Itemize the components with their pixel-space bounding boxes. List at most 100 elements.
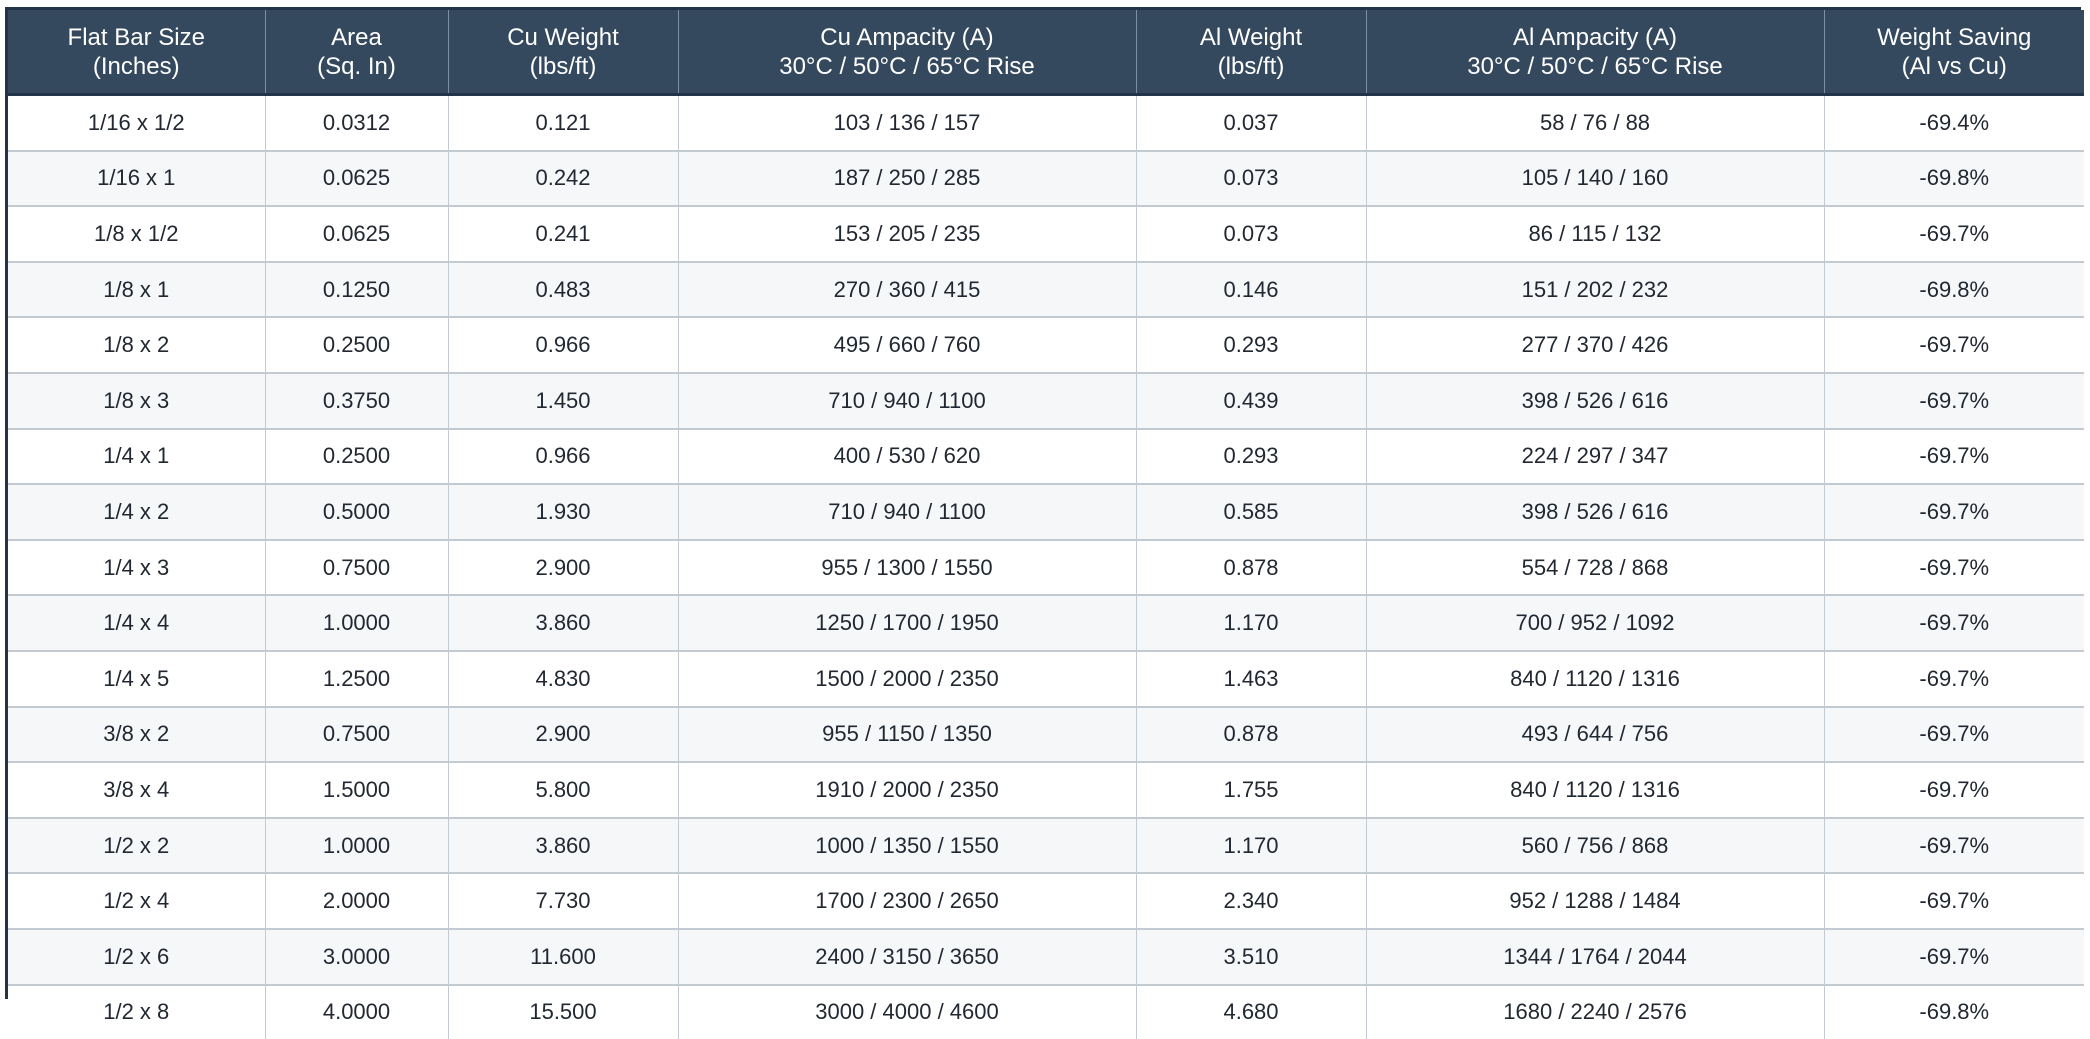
cell-al-weight: 0.878 [1136, 540, 1366, 596]
cell-cu-weight: 1.450 [448, 373, 678, 429]
cell-cu-ampacity: 1500 / 2000 / 2350 [678, 651, 1136, 707]
cell-al-ampacity: 224 / 297 / 347 [1366, 429, 1824, 485]
cell-flat-bar-size: 1/4 x 4 [8, 595, 265, 651]
cell-al-weight: 1.170 [1136, 595, 1366, 651]
cell-cu-ampacity: 153 / 205 / 235 [678, 206, 1136, 262]
cell-flat-bar-size: 3/8 x 2 [8, 707, 265, 763]
cell-cu-weight: 3.860 [448, 818, 678, 874]
cell-cu-ampacity: 955 / 1150 / 1350 [678, 707, 1136, 763]
cell-al-ampacity: 554 / 728 / 868 [1366, 540, 1824, 596]
header-label: Area [266, 23, 448, 52]
cell-flat-bar-size: 1/4 x 2 [8, 484, 265, 540]
cell-flat-bar-size: 3/8 x 4 [8, 762, 265, 818]
cell-cu-weight: 1.930 [448, 484, 678, 540]
cell-cu-ampacity: 955 / 1300 / 1550 [678, 540, 1136, 596]
cell-al-weight: 0.073 [1136, 206, 1366, 262]
cell-flat-bar-size: 1/8 x 3 [8, 373, 265, 429]
cell-weight-saving: -69.7% [1824, 484, 2084, 540]
header-label: Cu Ampacity (A) [679, 23, 1136, 52]
cell-flat-bar-size: 1/2 x 4 [8, 873, 265, 929]
cell-weight-saving: -69.8% [1824, 151, 2084, 207]
header-label: Flat Bar Size [8, 23, 265, 52]
header-row: Flat Bar Size(Inches)Area(Sq. In)Cu Weig… [8, 10, 2084, 95]
header-label: Weight Saving [1825, 23, 2085, 52]
cell-cu-weight: 0.121 [448, 95, 678, 151]
cell-al-weight: 4.680 [1136, 985, 1366, 1039]
cell-area: 1.5000 [265, 762, 448, 818]
cell-weight-saving: -69.7% [1824, 873, 2084, 929]
header-sublabel: (Al vs Cu) [1825, 52, 2085, 81]
cell-cu-ampacity: 1700 / 2300 / 2650 [678, 873, 1136, 929]
cell-al-ampacity: 277 / 370 / 426 [1366, 317, 1824, 373]
cell-weight-saving: -69.7% [1824, 595, 2084, 651]
cell-al-weight: 3.510 [1136, 929, 1366, 985]
cell-al-ampacity: 1680 / 2240 / 2576 [1366, 985, 1824, 1039]
header-cu-weight: Cu Weight(lbs/ft) [448, 10, 678, 95]
cell-al-weight: 0.293 [1136, 317, 1366, 373]
cell-area: 0.5000 [265, 484, 448, 540]
cell-area: 0.7500 [265, 707, 448, 763]
cell-weight-saving: -69.7% [1824, 206, 2084, 262]
cell-cu-weight: 2.900 [448, 707, 678, 763]
header-label: Al Ampacity (A) [1367, 23, 1824, 52]
cell-weight-saving: -69.7% [1824, 317, 2084, 373]
cell-weight-saving: -69.7% [1824, 762, 2084, 818]
header-sublabel: 30°C / 50°C / 65°C Rise [1367, 52, 1824, 81]
flat-bar-ampacity-table: Flat Bar Size(Inches)Area(Sq. In)Cu Weig… [8, 10, 2084, 1039]
header-area: Area(Sq. In) [265, 10, 448, 95]
cell-area: 0.0625 [265, 206, 448, 262]
cell-al-weight: 1.755 [1136, 762, 1366, 818]
cell-al-ampacity: 105 / 140 / 160 [1366, 151, 1824, 207]
cell-weight-saving: -69.7% [1824, 707, 2084, 763]
cell-area: 3.0000 [265, 929, 448, 985]
cell-flat-bar-size: 1/8 x 1 [8, 262, 265, 318]
cell-al-weight: 0.878 [1136, 707, 1366, 763]
header-sublabel: (lbs/ft) [1137, 52, 1366, 81]
cell-weight-saving: -69.7% [1824, 373, 2084, 429]
cell-flat-bar-size: 1/2 x 6 [8, 929, 265, 985]
cell-weight-saving: -69.7% [1824, 429, 2084, 485]
cell-weight-saving: -69.8% [1824, 262, 2084, 318]
cell-area: 0.2500 [265, 317, 448, 373]
cell-cu-weight: 11.600 [448, 929, 678, 985]
cell-area: 4.0000 [265, 985, 448, 1039]
cell-area: 0.2500 [265, 429, 448, 485]
cell-al-weight: 1.170 [1136, 818, 1366, 874]
cell-cu-ampacity: 1910 / 2000 / 2350 [678, 762, 1136, 818]
header-sublabel: (lbs/ft) [449, 52, 678, 81]
cell-al-weight: 0.146 [1136, 262, 1366, 318]
cell-cu-ampacity: 400 / 530 / 620 [678, 429, 1136, 485]
cell-al-weight: 2.340 [1136, 873, 1366, 929]
ampacity-table-frame: Flat Bar Size(Inches)Area(Sq. In)Cu Weig… [5, 7, 2081, 999]
cell-flat-bar-size: 1/4 x 5 [8, 651, 265, 707]
cell-cu-weight: 2.900 [448, 540, 678, 596]
cell-weight-saving: -69.4% [1824, 95, 2084, 151]
cell-flat-bar-size: 1/16 x 1 [8, 151, 265, 207]
cell-area: 0.7500 [265, 540, 448, 596]
table-header: Flat Bar Size(Inches)Area(Sq. In)Cu Weig… [8, 10, 2084, 95]
cell-area: 1.0000 [265, 595, 448, 651]
cell-al-ampacity: 151 / 202 / 232 [1366, 262, 1824, 318]
cell-cu-weight: 4.830 [448, 651, 678, 707]
cell-area: 0.1250 [265, 262, 448, 318]
cell-weight-saving: -69.7% [1824, 818, 2084, 874]
cell-al-weight: 0.073 [1136, 151, 1366, 207]
cell-al-ampacity: 493 / 644 / 756 [1366, 707, 1824, 763]
cell-area: 1.0000 [265, 818, 448, 874]
cell-al-ampacity: 398 / 526 / 616 [1366, 484, 1824, 540]
cell-cu-weight: 5.800 [448, 762, 678, 818]
cell-flat-bar-size: 1/4 x 1 [8, 429, 265, 485]
cell-area: 0.0312 [265, 95, 448, 151]
